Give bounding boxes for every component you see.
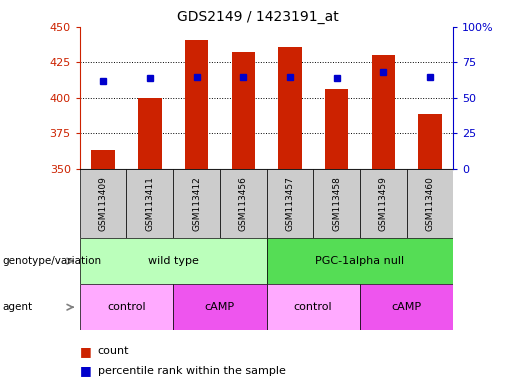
Text: GSM113457: GSM113457 [285, 176, 295, 231]
Text: control: control [107, 302, 146, 312]
Text: wild type: wild type [148, 256, 199, 266]
Bar [80, 169, 127, 238]
Bar [127, 169, 173, 238]
Bar [92, 151, 115, 169]
Text: agent: agent [3, 302, 32, 312]
Text: ■: ■ [80, 364, 92, 377]
Bar [232, 53, 255, 169]
Text: GSM113459: GSM113459 [379, 176, 388, 231]
Text: GSM113409: GSM113409 [99, 176, 108, 231]
Text: cAMP: cAMP [205, 302, 235, 312]
Text: PGC-1alpha null: PGC-1alpha null [315, 256, 404, 266]
Text: control: control [294, 302, 333, 312]
Bar [278, 47, 301, 169]
Bar [371, 55, 395, 169]
Text: cAMP: cAMP [391, 302, 422, 312]
Bar [360, 284, 453, 330]
Text: GSM113456: GSM113456 [238, 176, 248, 231]
Bar [360, 169, 406, 238]
Text: GSM113411: GSM113411 [145, 176, 154, 231]
Text: GSM113460: GSM113460 [425, 176, 434, 231]
Text: count: count [98, 346, 129, 356]
Text: ■: ■ [80, 345, 92, 358]
Bar [313, 169, 360, 238]
Bar [80, 238, 267, 284]
Bar [418, 114, 441, 169]
Text: genotype/variation: genotype/variation [3, 256, 101, 266]
Bar [138, 98, 162, 169]
Text: GSM113458: GSM113458 [332, 176, 341, 231]
Text: GSM113412: GSM113412 [192, 176, 201, 231]
Bar [267, 238, 453, 284]
Text: GDS2149 / 1423191_at: GDS2149 / 1423191_at [177, 10, 338, 23]
Bar [220, 169, 267, 238]
Bar [267, 284, 360, 330]
Text: percentile rank within the sample: percentile rank within the sample [98, 366, 286, 376]
Bar [185, 40, 208, 169]
Bar [406, 169, 453, 238]
Bar [80, 284, 173, 330]
Bar [173, 284, 267, 330]
Bar [325, 89, 348, 169]
Bar [173, 169, 220, 238]
Bar [267, 169, 313, 238]
